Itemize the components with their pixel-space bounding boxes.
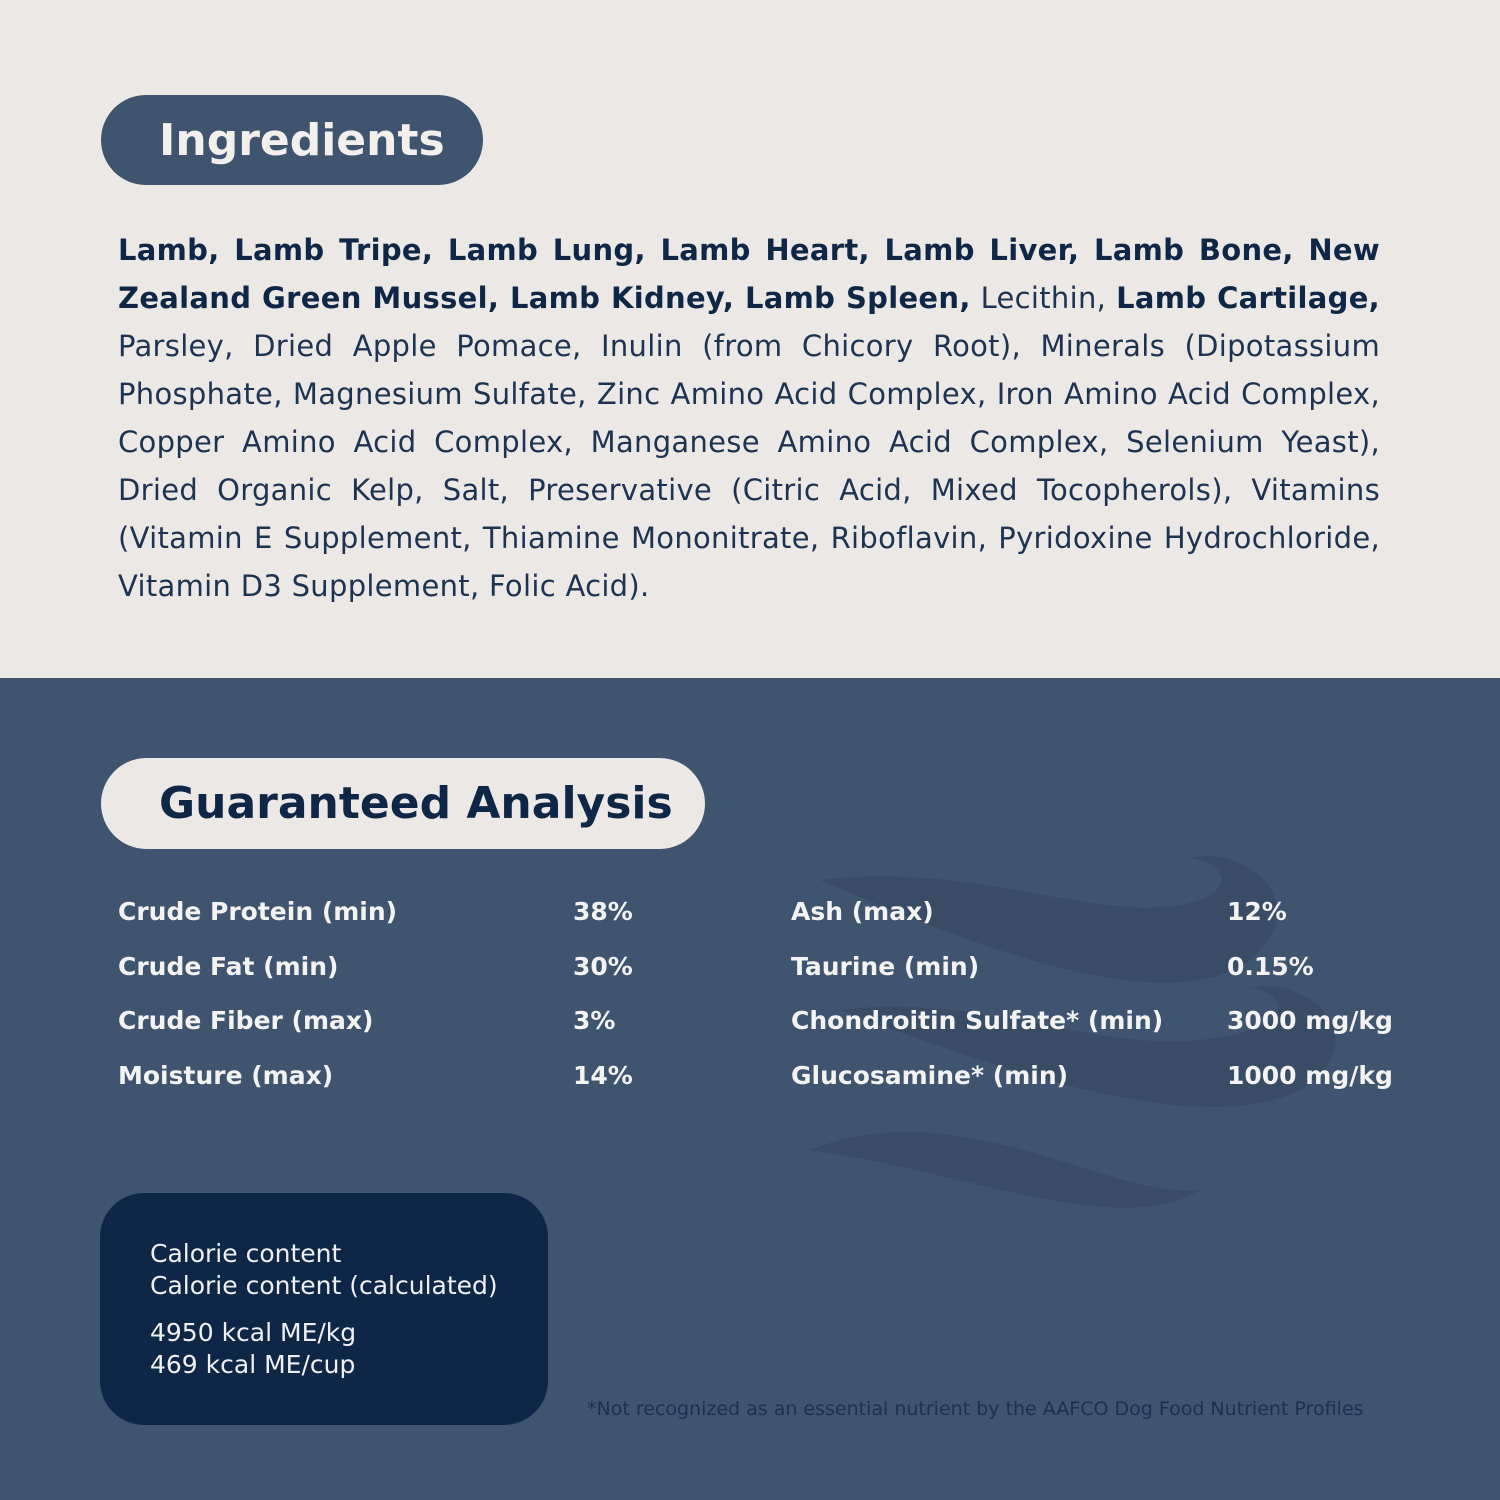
analysis-label: Ash (max) [791, 897, 934, 926]
calorie-per-cup: 469 kcal ME/cup [150, 1350, 356, 1379]
ingredient-bold-segment: Lamb Cartilage, [1116, 281, 1380, 315]
ingredient-bold-segment: Lamb, Lamb Tripe, Lamb Lung, Lamb Heart,… [118, 233, 1380, 315]
analysis-label: Moisture (max) [118, 1060, 334, 1090]
analysis-label: Crude Fiber (max) [118, 1006, 374, 1035]
analysis-value: 30% [573, 951, 633, 981]
analysis-value: 12% [1227, 897, 1287, 926]
calorie-label: Calorie content [150, 1239, 342, 1268]
analysis-label: Glucosamine* (min) [791, 1060, 1069, 1090]
ingredient-segment: Parsley, Dried Apple Pomace, Inulin (fro… [118, 329, 1380, 603]
analysis-value: 38% [573, 897, 633, 926]
ingredients-heading: Ingredients [101, 95, 483, 185]
analysis-value: 1000 mg/kg [1227, 1060, 1393, 1090]
analysis-value: 3000 mg/kg [1227, 1006, 1393, 1035]
analysis-value: 14% [573, 1060, 633, 1090]
footnote: *Not recognized as an essential nutrient… [587, 1398, 1364, 1420]
analysis-label: Taurine (min) [791, 951, 980, 981]
calorie-calculated-label: Calorie content (calculated) [150, 1271, 498, 1300]
analysis-label: Crude Fat (min) [118, 951, 339, 981]
analysis-heading: Guaranteed Analysis [101, 758, 705, 849]
wave-decoration-icon [810, 856, 1336, 1208]
analysis-value: 3% [573, 1006, 616, 1035]
calorie-box: Calorie content Calorie content (calcula… [100, 1193, 548, 1425]
analysis-label: Crude Protein (min) [118, 897, 398, 926]
ingredients-list: Lamb, Lamb Tripe, Lamb Lung, Lamb Heart,… [118, 226, 1380, 610]
analysis-label: Chondroitin Sulfate* (min) [791, 1006, 1164, 1035]
ingredient-segment: Lecithin, [970, 281, 1117, 315]
analysis-value: 0.15% [1227, 951, 1314, 981]
calorie-per-kg: 4950 kcal ME/kg [150, 1318, 357, 1347]
